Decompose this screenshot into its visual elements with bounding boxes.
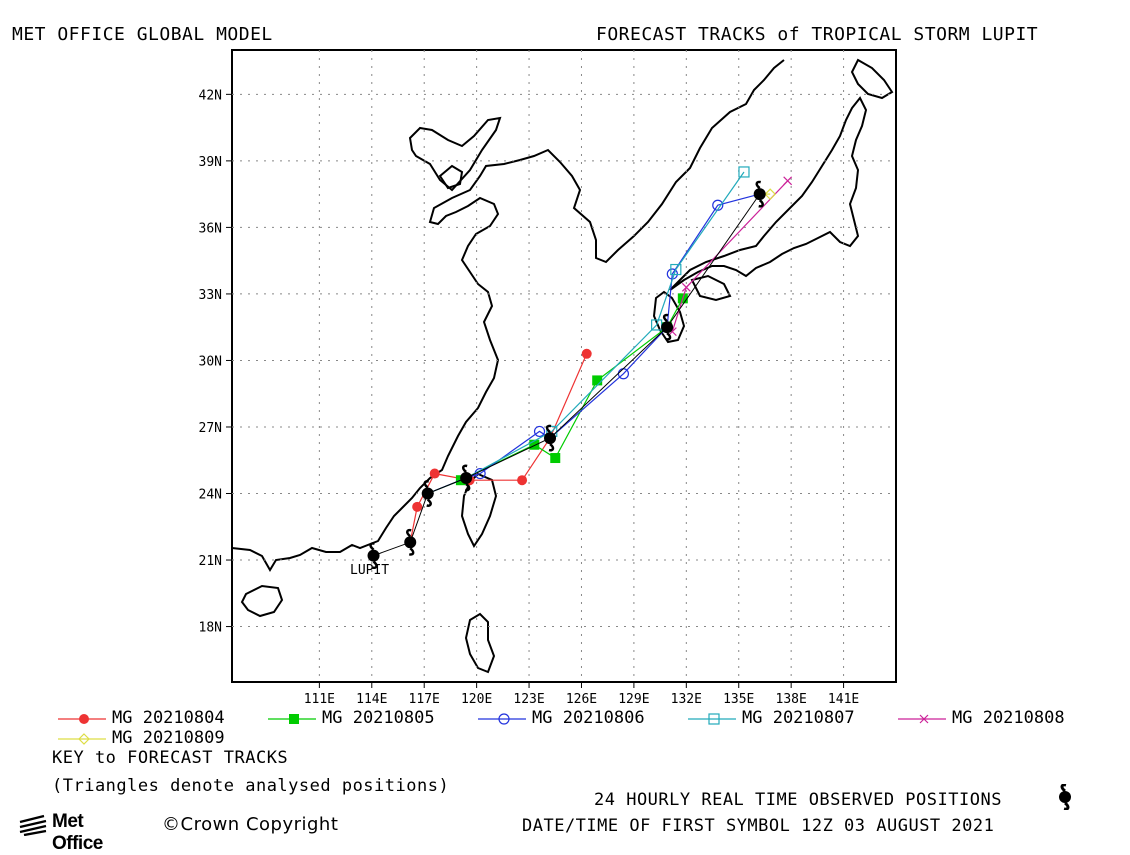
legend-swatch-icon [688, 713, 736, 725]
legend-label: MG 20210807 [742, 708, 855, 728]
observed-position-icon [421, 480, 434, 507]
track-marker [533, 425, 546, 438]
hainan-coastline [240, 584, 284, 618]
forecast-track-map: 111E 114E 117E 120E 123E 126E 129E 132E 135E 138E… [199, 49, 897, 707]
observed-position-icon [367, 542, 380, 570]
copyright-notice: ©Crown Copyright [162, 814, 339, 835]
legend-key-title: KEY to FORECAST TRACKS [52, 748, 289, 768]
lon-tick-label: 111E [304, 692, 335, 707]
lon-tick-label: 126E [566, 692, 597, 707]
legend-swatch-icon [268, 714, 316, 724]
lat-tick-label: 18N [199, 621, 222, 636]
legend-label: MG 20210805 [322, 708, 435, 728]
lat-tick-label: 33N [199, 288, 222, 303]
inland-lake-outline [438, 164, 464, 190]
observed-positions [367, 180, 766, 570]
legend-label: MG 20210804 [112, 708, 225, 728]
track-marker [550, 453, 561, 464]
coastline [231, 58, 894, 674]
track-marker [708, 713, 720, 725]
honshu-coastline [669, 96, 868, 291]
lat-tick-label: 36N [199, 221, 222, 236]
track-line [427, 193, 760, 495]
observed-track-line [373, 193, 761, 557]
observed-position-icon [661, 313, 674, 341]
lat-tick-label: 24N [199, 488, 222, 503]
lat-tick-label: 27N [199, 421, 222, 436]
legend-swatch-icon [58, 714, 106, 724]
track-marker [529, 439, 540, 450]
cyclone-symbol-icon [1059, 784, 1071, 810]
legend-label: MG 20210809 [112, 728, 225, 748]
hokkaido-coastline [850, 58, 894, 100]
lon-tick-label: 141E [828, 692, 859, 707]
legend-label: MG 20210808 [952, 708, 1065, 728]
lat-tick-label: 30N [199, 354, 222, 369]
storm-name-label: LUPIT [350, 563, 389, 578]
track-marker [738, 166, 750, 178]
lon-tick-label: 120E [461, 692, 492, 707]
lat-tick-label: 21N [199, 554, 222, 569]
track-marker [517, 475, 528, 486]
legend-swatch-icon [58, 733, 106, 745]
shikoku-coastline [690, 274, 732, 302]
track-line [465, 171, 745, 479]
legend-label: MG 20210806 [532, 708, 645, 728]
forecast-track [427, 293, 688, 495]
legend-key-note: (Triangles denote analysed positions) [52, 776, 450, 796]
lat-tick-label: 42N [199, 88, 222, 103]
observed-position-icon [404, 528, 417, 556]
track-marker [429, 468, 440, 479]
mainland-coastline [231, 59, 785, 572]
track-marker [783, 176, 793, 186]
lon-tick-label: 132E [671, 692, 702, 707]
lon-tick-label: 135E [723, 692, 754, 707]
lon-tick-label: 138E [776, 692, 807, 707]
met-office-logo-icon [19, 814, 47, 836]
observed-positions-label: 24 HOURLY REAL TIME OBSERVED POSITIONS [594, 790, 1002, 810]
track-marker [670, 263, 682, 276]
track-marker [592, 375, 603, 386]
observed-position-icon [753, 180, 766, 208]
latitude-tick-labels: 18N 21N 24N 27N 30N 33N 36N 39N 42N [199, 88, 232, 636]
lon-tick-label: 117E [409, 692, 440, 707]
map-frame [231, 49, 897, 683]
forecast-track [427, 188, 766, 495]
dotted-gridlines [232, 50, 896, 682]
lon-tick-label: 129E [618, 692, 649, 707]
luzon-coastline [464, 612, 496, 674]
track-marker [581, 348, 592, 359]
track-marker [412, 501, 423, 512]
legend-swatch-icon [478, 713, 526, 725]
track-marker [681, 282, 691, 292]
observed-position-icon [544, 424, 557, 452]
track-line [427, 298, 684, 495]
lon-tick-label: 114E [356, 692, 387, 707]
forecast-track [409, 348, 592, 543]
track-marker [498, 713, 510, 725]
header-model-name: MET OFFICE GLOBAL MODEL [12, 24, 273, 45]
header-chart-title: FORECAST TRACKS of TROPICAL STORM LUPIT [596, 24, 1039, 45]
legend-swatch-icon [898, 714, 946, 724]
lon-tick-label: 123E [513, 692, 544, 707]
track-marker [78, 733, 90, 745]
first-symbol-datetime: DATE/TIME OF FIRST SYMBOL 12Z 03 AUGUST … [522, 816, 995, 836]
track-marker [79, 714, 89, 724]
longitude-tick-labels: 111E 114E 117E 120E 123E 126E 129E 132E 135E 138E… [304, 682, 859, 707]
observed-position-icon [460, 464, 473, 492]
forecast-track [465, 166, 750, 479]
met-office-logo-text: Met Office [52, 811, 103, 854]
track-marker [919, 714, 929, 724]
track-marker [289, 714, 299, 724]
track-marker [764, 188, 777, 200]
observed-positions-note: 24 HOURLY REAL TIME OBSERVED POSITIONS [594, 784, 1071, 810]
lat-tick-label: 39N [199, 155, 222, 170]
bohai-coastline [408, 116, 502, 192]
